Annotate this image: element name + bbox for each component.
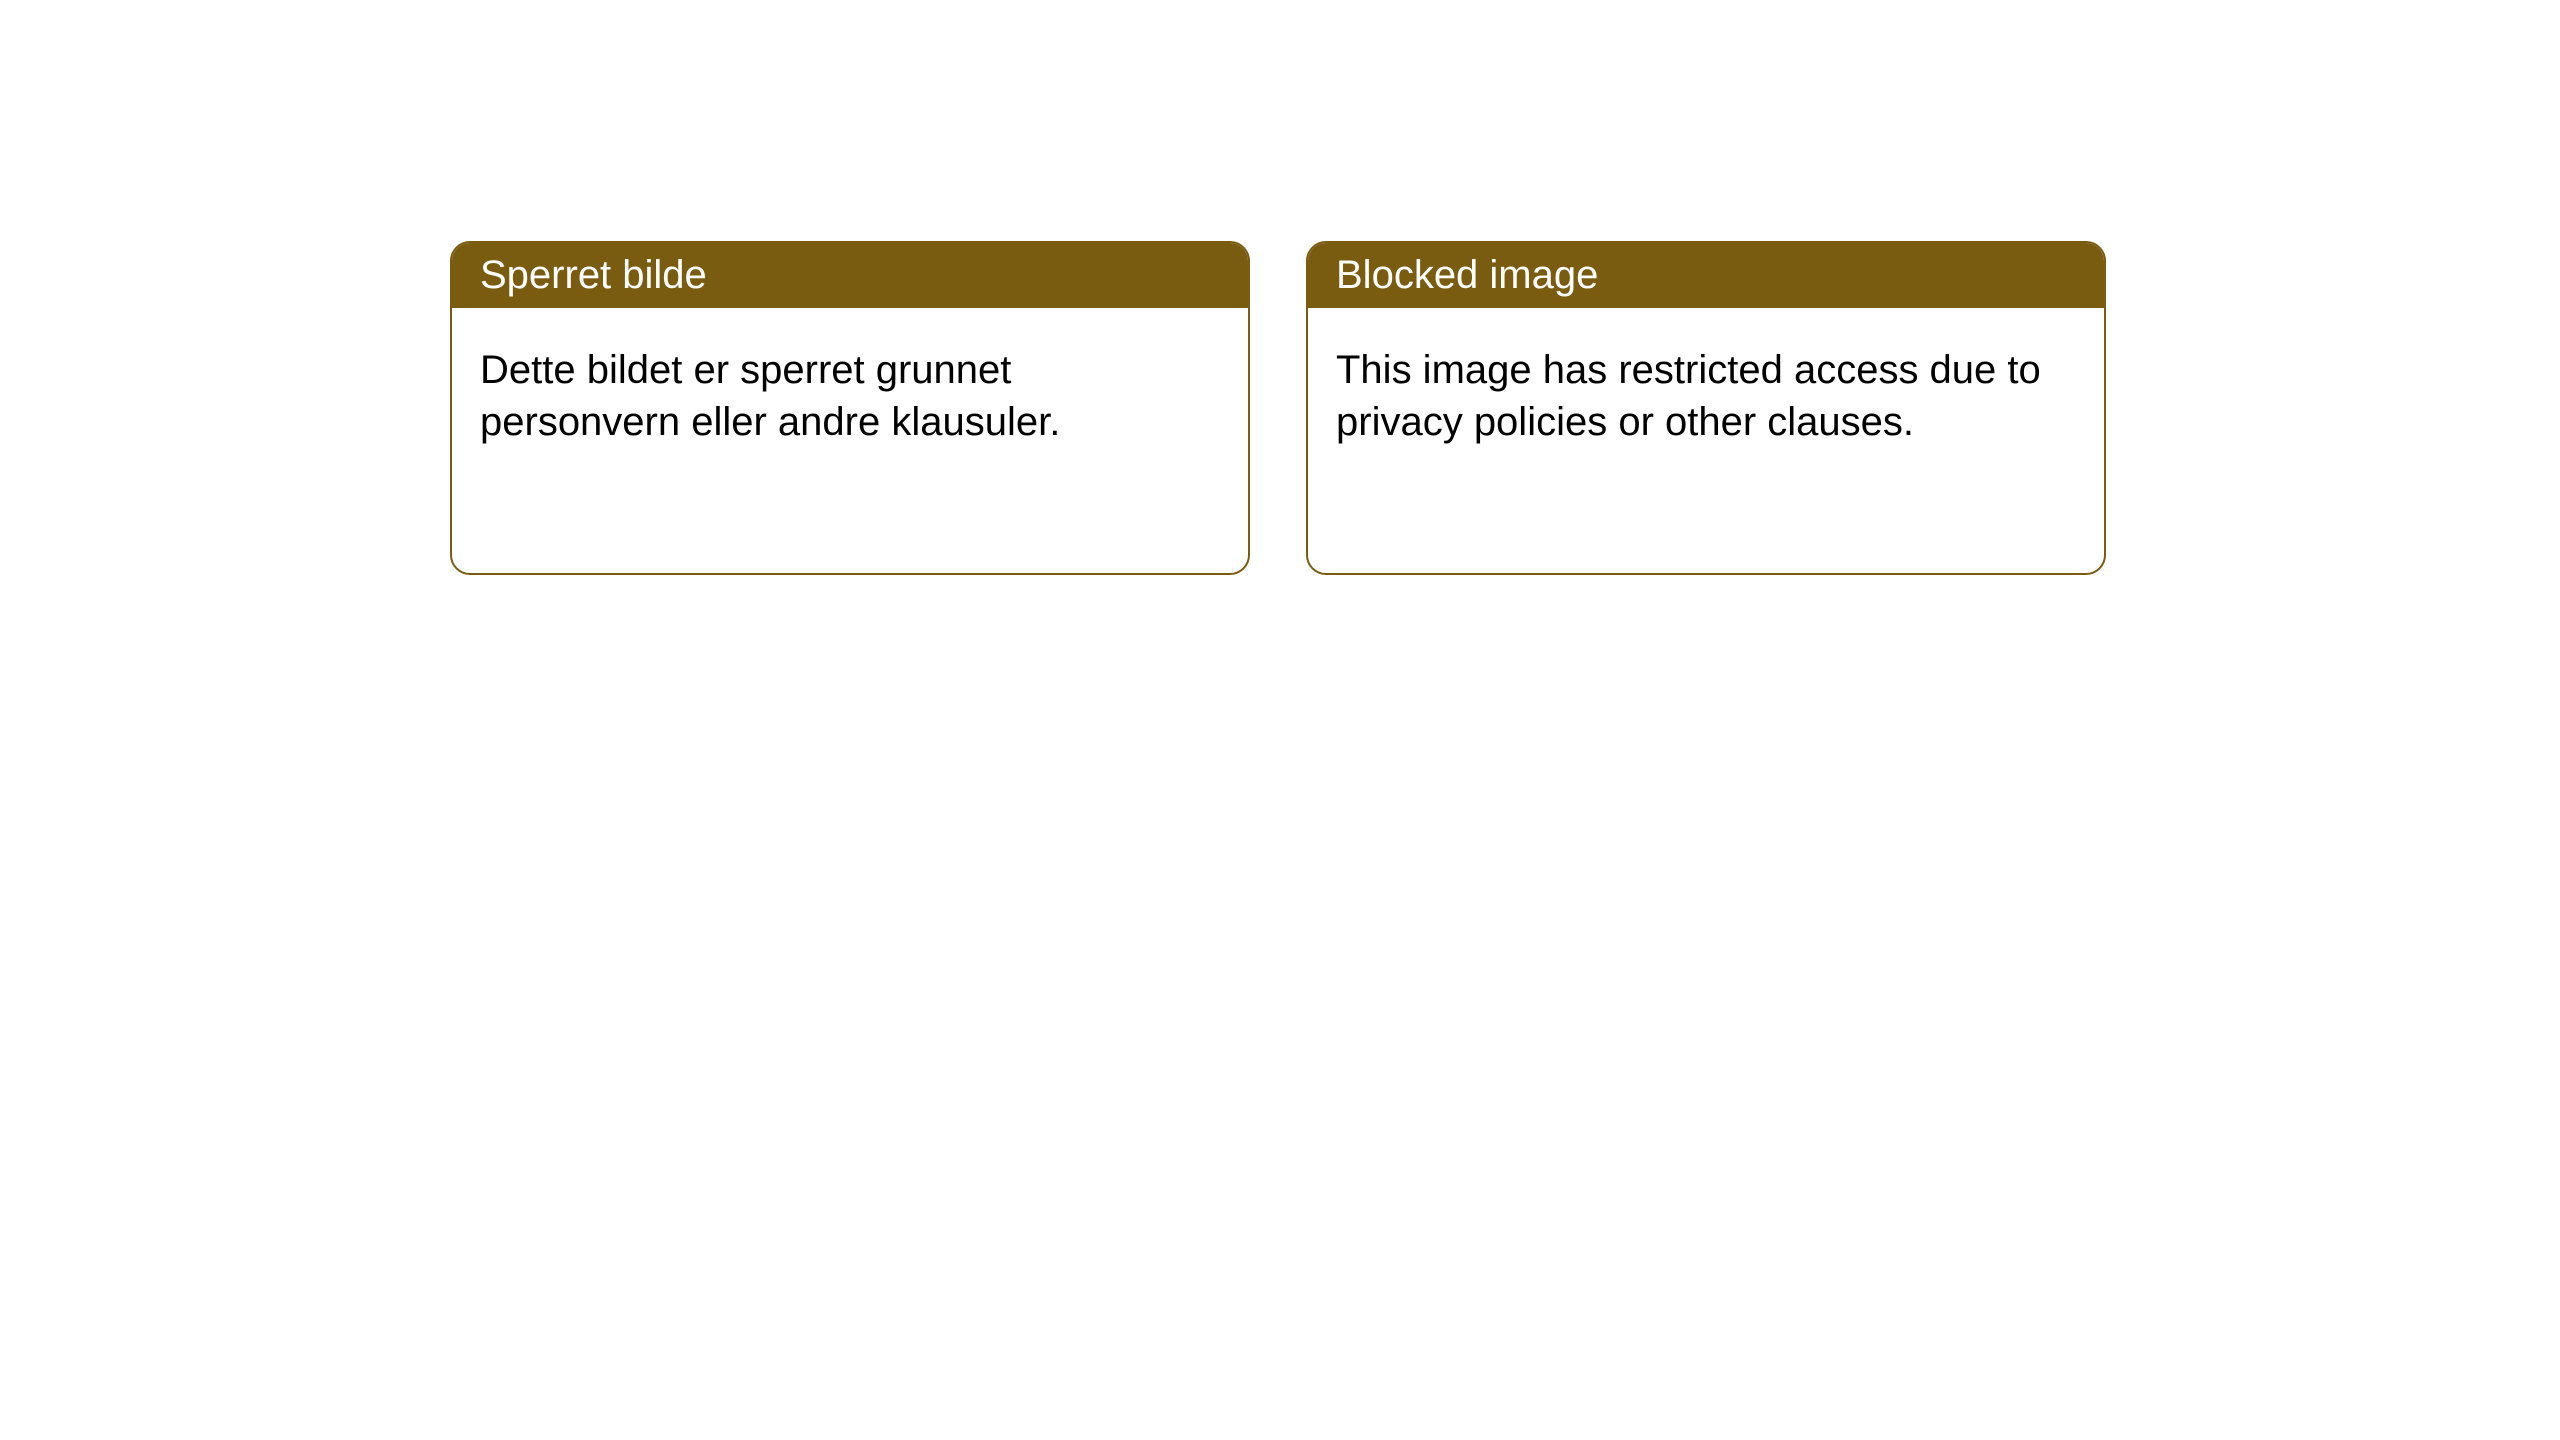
card-message: Dette bildet er sperret grunnet personve… xyxy=(480,348,1060,444)
card-header: Blocked image xyxy=(1308,243,2104,308)
card-body: This image has restricted access due to … xyxy=(1308,308,2104,484)
card-title: Blocked image xyxy=(1336,253,1598,297)
card-message: This image has restricted access due to … xyxy=(1336,348,2041,444)
notice-card-norwegian: Sperret bilde Dette bildet er sperret gr… xyxy=(450,241,1250,575)
card-title: Sperret bilde xyxy=(480,253,707,297)
card-body: Dette bildet er sperret grunnet personve… xyxy=(452,308,1248,484)
notice-container: Sperret bilde Dette bildet er sperret gr… xyxy=(0,0,2560,575)
card-header: Sperret bilde xyxy=(452,243,1248,308)
notice-card-english: Blocked image This image has restricted … xyxy=(1306,241,2106,575)
